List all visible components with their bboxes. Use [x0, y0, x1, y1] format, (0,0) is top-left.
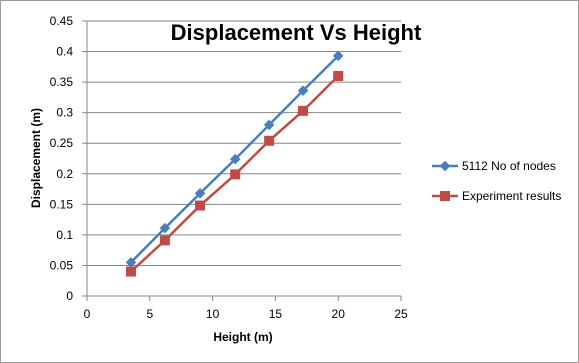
y-tick-label: 0.3 [56, 106, 73, 120]
legend-item-1: 5112 No of nodes [432, 159, 556, 173]
grid-lines [87, 20, 401, 266]
y-tick-label: 0.2 [56, 167, 73, 181]
x-tick-label: 15 [269, 307, 283, 321]
data-point [125, 257, 137, 268]
legend-label: 5112 No of nodes [462, 159, 556, 173]
data-point [333, 71, 344, 81]
y-tick-label: 0.1 [56, 228, 73, 242]
data-point [298, 105, 309, 116]
legend-label: Experiment results [462, 189, 561, 203]
data-point [125, 266, 136, 277]
y-tick-label: 0 [66, 289, 73, 303]
y-tick-label: 0.15 [50, 197, 74, 211]
x-tick-label: 25 [394, 307, 408, 321]
data-point [230, 169, 241, 180]
data-point [159, 222, 171, 234]
y-tick-label: 0.25 [50, 136, 74, 150]
axes [82, 20, 402, 301]
legend-item-2: Experiment results [432, 189, 561, 203]
data-point [297, 85, 309, 97]
y-tick-label: 0.4 [56, 45, 73, 59]
tick-labels: 0 0.05 0.1 0.15 0.2 0.25 0.3 0.35 0.4 0.45 0 5 10 15 2… [50, 14, 408, 321]
data-point [194, 187, 206, 199]
chart-title: Displacement Vs Height [171, 20, 422, 45]
data-point [332, 50, 344, 62]
x-axis-title: Height (m) [213, 330, 272, 344]
x-tick-label: 20 [332, 307, 346, 321]
series-2 [125, 71, 344, 277]
y-tick-label: 0.05 [50, 258, 74, 272]
data-point [264, 135, 275, 146]
data-point [195, 200, 206, 211]
y-axis-title: Displacement (m) [29, 108, 43, 208]
series-1 [125, 50, 344, 268]
legend-marker [440, 191, 450, 201]
data-point [229, 153, 241, 165]
y-tick-label: 0.35 [50, 75, 74, 89]
series [125, 50, 344, 277]
x-tick-label: 10 [206, 307, 220, 321]
data-point [159, 235, 170, 246]
x-tick-label: 5 [146, 307, 153, 321]
x-tick-label: 0 [84, 307, 91, 321]
legend-marker [439, 160, 451, 172]
data-point [263, 119, 275, 131]
y-tick-label: 0.45 [50, 14, 74, 28]
legend: 5112 No of nodes Experiment results [432, 159, 561, 203]
